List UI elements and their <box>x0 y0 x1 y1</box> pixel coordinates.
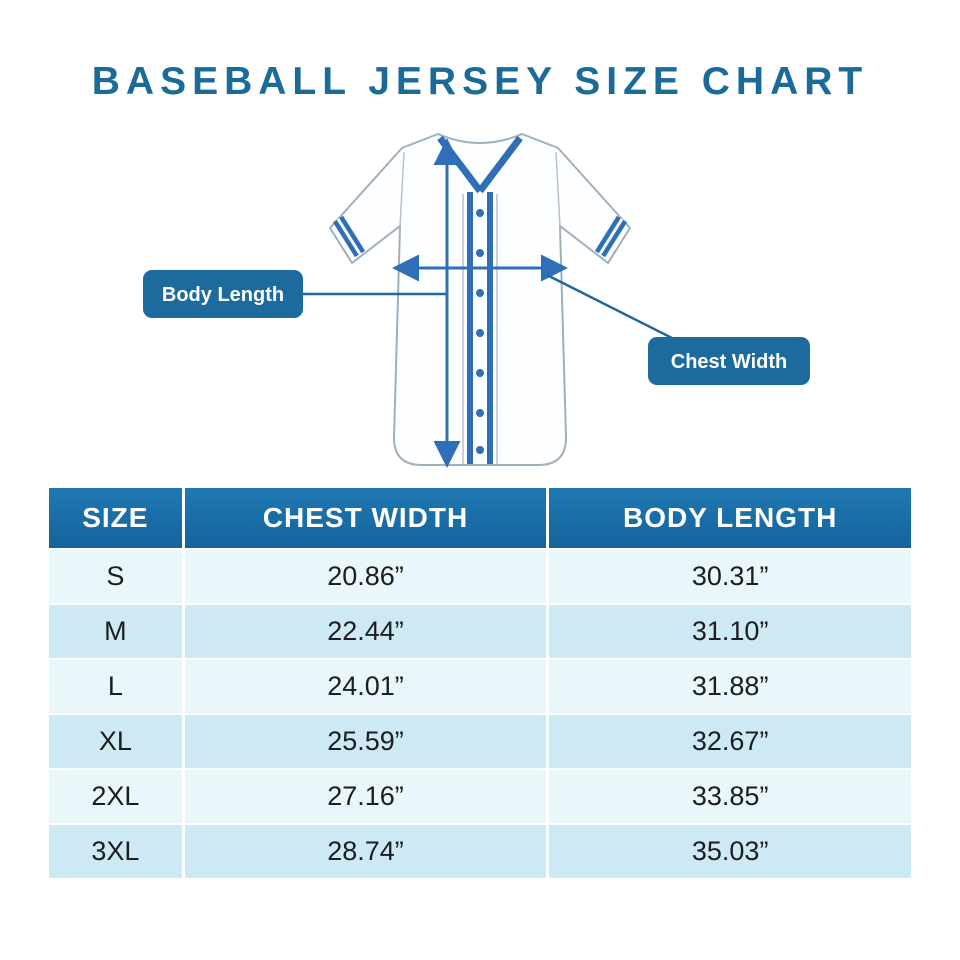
body-length-cell: 32.67” <box>549 715 911 768</box>
chest-width-connector-line <box>546 273 673 340</box>
body-length-cell: 33.85” <box>549 770 911 823</box>
table-row: XL 25.59” 32.67” <box>49 715 911 768</box>
body-length-label-text: Body Length <box>162 284 284 306</box>
chest-width-cell: 27.16” <box>184 770 547 823</box>
size-cell: M <box>49 605 182 658</box>
chest-width-cell: 22.44” <box>184 605 547 658</box>
table-row: 2XL 27.16” 33.85” <box>49 770 911 823</box>
body-length-cell: 31.10” <box>549 605 911 658</box>
header-chest-width: CHEST WIDTH <box>184 488 547 548</box>
size-chart-table: SIZE CHEST WIDTH BODY LENGTH S 20.86” 30… <box>46 486 914 880</box>
jersey-outline <box>329 133 631 466</box>
table-header: SIZE CHEST WIDTH BODY LENGTH <box>49 488 911 548</box>
size-cell: 3XL <box>49 825 182 878</box>
chest-width-cell: 28.74” <box>184 825 547 878</box>
chest-width-cell: 24.01” <box>184 660 547 713</box>
table-row: M 22.44” 31.10” <box>49 605 911 658</box>
jersey-buttons <box>476 209 484 454</box>
body-length-cell: 35.03” <box>549 825 911 878</box>
chest-width-cell: 25.59” <box>184 715 547 768</box>
header-body-length: BODY LENGTH <box>549 488 911 548</box>
size-cell: L <box>49 660 182 713</box>
size-chart-table-wrap: SIZE CHEST WIDTH BODY LENGTH S 20.86” 30… <box>46 486 914 880</box>
chest-width-cell: 20.86” <box>184 550 547 603</box>
size-cell: XL <box>49 715 182 768</box>
table-row: L 24.01” 31.88” <box>49 660 911 713</box>
page-title: BASEBALL JERSEY SIZE CHART <box>91 60 869 103</box>
jersey-illustration: Body Length Chest Width <box>143 133 810 468</box>
chest-width-label-text: Chest Width <box>671 351 787 373</box>
body-length-label: Body Length <box>143 270 303 318</box>
body-length-cell: 31.88” <box>549 660 911 713</box>
header-size: SIZE <box>49 488 182 548</box>
size-cell: 2XL <box>49 770 182 823</box>
table-body: S 20.86” 30.31” M 22.44” 31.10” L 24.01”… <box>49 550 911 878</box>
table-row: 3XL 28.74” 35.03” <box>49 825 911 878</box>
chest-width-label: Chest Width <box>648 337 810 385</box>
table-row: S 20.86” 30.31” <box>49 550 911 603</box>
size-cell: S <box>49 550 182 603</box>
body-length-cell: 30.31” <box>549 550 911 603</box>
